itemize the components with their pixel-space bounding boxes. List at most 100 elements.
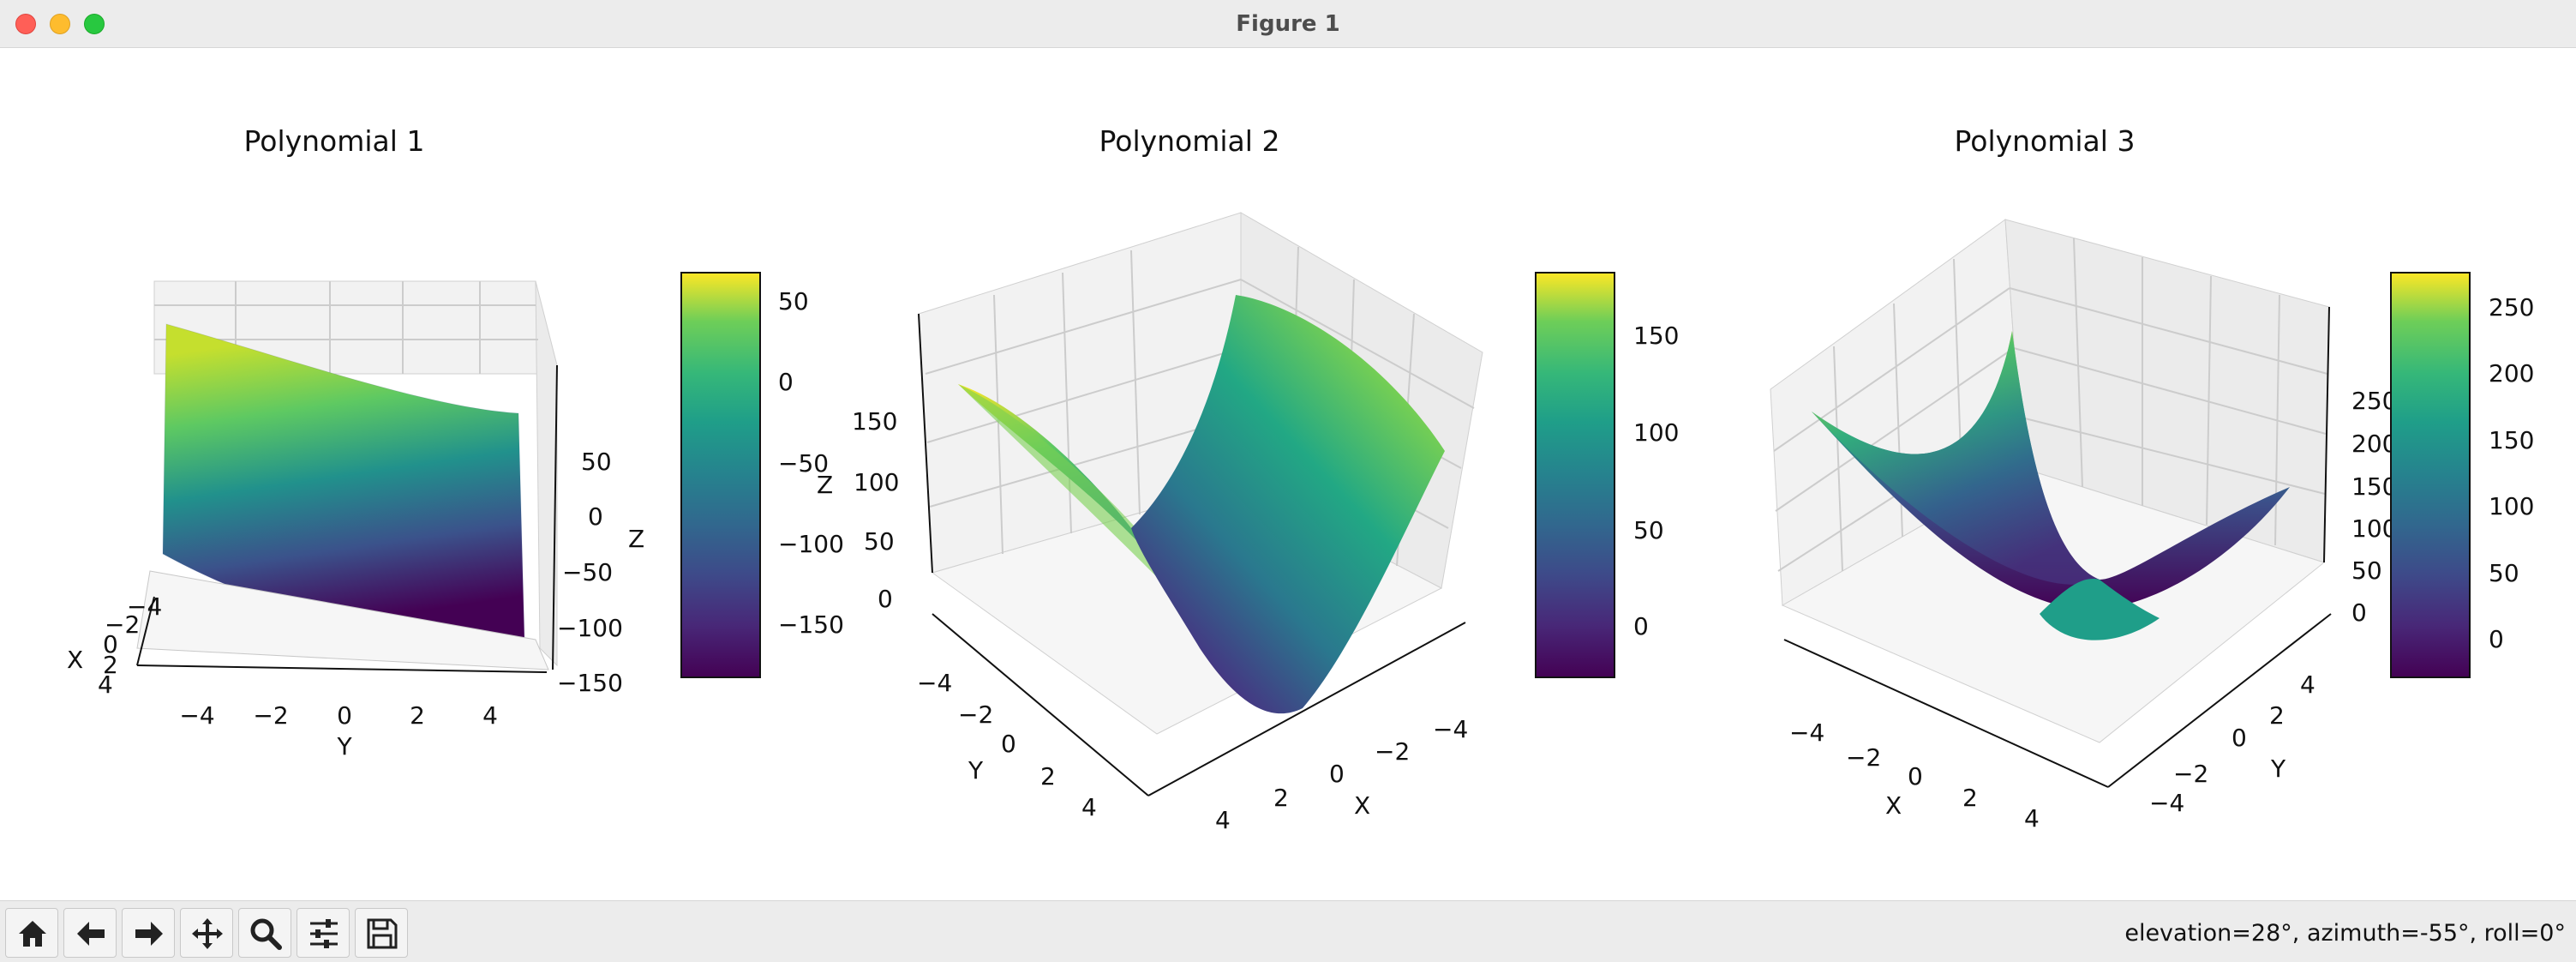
z-axis-label: Z [628, 525, 644, 553]
y-axis-line [2107, 613, 2332, 788]
figure-canvas[interactable]: Polynomial 1 −4 −2 0 2 4 [0, 48, 2576, 900]
svg-text:100: 100 [2351, 514, 2397, 543]
svg-text:0: 0 [778, 368, 794, 396]
move-icon [192, 918, 223, 949]
colorbar-1: 50 0 −50 −100 −150 [680, 272, 844, 678]
svg-text:−2: −2 [1375, 737, 1410, 766]
axis-pane-side [535, 280, 558, 667]
x-tick-labels: −4 −2 0 2 4 [1789, 718, 2040, 833]
floppy-disk-icon [367, 918, 398, 949]
svg-text:2: 2 [1273, 784, 1289, 812]
svg-text:−2: −2 [253, 701, 288, 730]
y-axis-line [136, 664, 548, 673]
svg-text:−2: −2 [1846, 743, 1881, 772]
svg-text:−50: −50 [562, 558, 613, 586]
x-axis-label: X [67, 646, 83, 674]
colorbar-3: 250 200 150 100 50 0 [2390, 272, 2534, 678]
colorbar-2: 150 100 50 0 [1535, 272, 1679, 678]
y-axis-label: Y [2270, 755, 2286, 783]
svg-text:0: 0 [103, 630, 118, 658]
arrow-left-icon [77, 922, 105, 946]
close-window-button[interactable] [15, 14, 36, 34]
svg-text:200: 200 [2489, 359, 2534, 388]
zoom-button[interactable] [238, 908, 291, 958]
svg-text:4: 4 [1215, 806, 1231, 834]
subplot-1[interactable]: Polynomial 1 −4 −2 0 2 4 [67, 124, 644, 761]
svg-text:50: 50 [2351, 556, 2382, 585]
z-tick-labels: 150 100 50 0 [852, 407, 899, 613]
svg-text:−2: −2 [105, 610, 140, 639]
svg-text:100: 100 [1633, 418, 1679, 447]
svg-text:4: 4 [1081, 793, 1097, 821]
svg-text:0: 0 [1633, 612, 1649, 640]
svg-text:4: 4 [482, 701, 498, 730]
save-button[interactable] [355, 908, 408, 958]
svg-text:100: 100 [2489, 492, 2534, 520]
z-axis-line [552, 364, 558, 670]
svg-text:150: 150 [2351, 472, 2397, 501]
svg-text:0: 0 [337, 701, 352, 730]
maximize-window-button[interactable] [84, 14, 105, 34]
svg-text:50: 50 [1633, 516, 1664, 544]
svg-text:0: 0 [1001, 730, 1016, 758]
svg-text:0: 0 [2351, 598, 2367, 627]
plot-title: Polynomial 1 [244, 124, 425, 158]
status-readout: elevation=28°, azimuth=-55°, roll=0° [2124, 920, 2566, 947]
svg-text:50: 50 [2489, 559, 2519, 587]
magnifier-icon [250, 918, 282, 950]
svg-text:−4: −4 [127, 592, 162, 621]
y-tick-labels: −4 −2 0 2 4 [2149, 670, 2315, 817]
axis-floor [136, 570, 549, 670]
surface-mesh-front [1812, 331, 2100, 585]
configure-subplots-button[interactable] [297, 908, 350, 958]
svg-text:150: 150 [1633, 322, 1679, 350]
back-button[interactable] [63, 908, 117, 958]
svg-text:2: 2 [410, 701, 425, 730]
z-tick-labels: 250 200 150 100 50 0 [2351, 387, 2397, 627]
x-tick-labels: −4 −2 0 2 4 [98, 592, 162, 699]
svg-text:0: 0 [878, 585, 893, 613]
svg-text:−4: −4 [917, 669, 952, 697]
svg-text:−100: −100 [557, 614, 623, 642]
surface-mesh-right [1131, 295, 1445, 714]
svg-text:150: 150 [852, 407, 897, 436]
svg-text:2: 2 [1040, 762, 1056, 791]
figure-svg[interactable]: Polynomial 1 −4 −2 0 2 4 [0, 48, 2576, 900]
title-bar: Figure 1 [0, 0, 2576, 48]
svg-text:150: 150 [2489, 426, 2534, 454]
y-axis-label: Y [967, 756, 984, 785]
svg-text:250: 250 [2351, 387, 2397, 415]
x-tick-labels: 4 2 0 −2 −4 [1215, 715, 1468, 834]
arrow-right-icon [135, 922, 163, 946]
x-axis-label: X [1885, 791, 1902, 820]
svg-text:2: 2 [1962, 784, 1978, 812]
minimize-window-button[interactable] [50, 14, 70, 34]
svg-text:−150: −150 [557, 669, 623, 697]
svg-text:−4: −4 [179, 701, 214, 730]
z-axis-line [918, 313, 933, 574]
svg-text:50: 50 [778, 287, 809, 316]
svg-text:−4: −4 [2149, 789, 2184, 817]
svg-text:100: 100 [854, 468, 899, 496]
svg-text:0: 0 [2232, 724, 2247, 752]
svg-text:4: 4 [98, 670, 113, 699]
svg-text:0: 0 [2489, 625, 2504, 653]
subplot-3[interactable]: Polynomial 3 −4 −2 0 2 4 [1770, 124, 2397, 833]
forward-button[interactable] [122, 908, 175, 958]
plot-title: Polynomial 2 [1099, 124, 1280, 158]
svg-text:250: 250 [2489, 293, 2534, 322]
sliders-icon [310, 919, 338, 948]
svg-text:2: 2 [2269, 701, 2285, 730]
subplot-2[interactable]: Polynomial 2 150 100 50 0 [817, 124, 1483, 834]
home-button[interactable] [5, 908, 58, 958]
window-title: Figure 1 [1236, 11, 1340, 37]
svg-text:2: 2 [103, 651, 118, 679]
pan-button[interactable] [180, 908, 233, 958]
y-axis-line [932, 613, 1149, 797]
svg-text:−150: −150 [778, 610, 844, 639]
svg-text:4: 4 [2024, 804, 2040, 833]
svg-text:−4: −4 [1433, 715, 1468, 743]
x-axis-line [1783, 639, 2109, 788]
y-axis-label: Y [336, 732, 352, 761]
y-tick-labels: −4 −2 0 2 4 [917, 669, 1097, 821]
